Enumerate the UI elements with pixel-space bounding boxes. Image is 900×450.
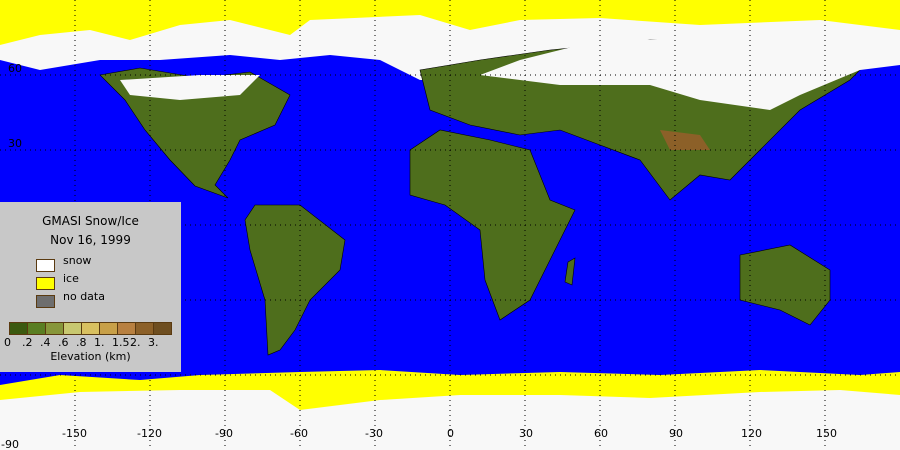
lon-label: -60 [290, 427, 308, 440]
colorbar-tick: 2. [130, 336, 141, 349]
colorbar-cell [118, 323, 136, 334]
colorbar-cell [100, 323, 118, 334]
colorbar-cell [64, 323, 82, 334]
elevation-colorbar [9, 322, 172, 335]
colorbar-ticks: 0 .2 .4 .6 .8 1. 1.5 2. 3. [4, 336, 166, 349]
colorbar-label: Elevation (km) [50, 350, 131, 363]
lon-label: 0 [447, 427, 454, 440]
colorbar-tick: 1. [94, 336, 105, 349]
no-data-swatch [36, 295, 55, 308]
lon-label: 90 [669, 427, 683, 440]
lon-label: -30 [365, 427, 383, 440]
lon-label: -150 [62, 427, 87, 440]
colorbar-tick: .2 [22, 336, 33, 349]
legend: GMASI Snow/Ice Nov 16, 1999 snow ice no … [0, 202, 181, 372]
lon-label: 60 [594, 427, 608, 440]
madagascar [564, 257, 576, 286]
colorbar-tick: 1.5 [112, 336, 130, 349]
lon-label: -90 [215, 427, 233, 440]
legend-date: Nov 16, 1999 [50, 233, 131, 247]
colorbar-cell [136, 323, 154, 334]
snow-swatch [36, 259, 55, 272]
canada-snow [120, 75, 260, 100]
colorbar-tick: 3. [148, 336, 159, 349]
ice-label: ice [63, 272, 79, 285]
colorbar-cell [82, 323, 100, 334]
lat-label-minus90: -90 [1, 438, 19, 450]
colorbar-cell [28, 323, 46, 334]
colorbar-cell [10, 323, 28, 334]
no-data-label: no data [63, 290, 105, 303]
colorbar-tick: .6 [58, 336, 69, 349]
lat-label-60: 60 [8, 62, 22, 75]
colorbar-tick: .4 [40, 336, 51, 349]
colorbar-tick: .8 [76, 336, 87, 349]
legend-title: GMASI Snow/Ice [42, 214, 139, 228]
lat-label-30: 30 [8, 137, 22, 150]
africa [409, 129, 576, 321]
lon-label: 150 [816, 427, 837, 440]
colorbar-cell [154, 323, 171, 334]
lon-label: 120 [741, 427, 762, 440]
colorbar-cell [46, 323, 64, 334]
colorbar-tick: 0 [4, 336, 11, 349]
snow-label: snow [63, 254, 92, 267]
tibet-plateau [660, 130, 710, 150]
ice-swatch [36, 277, 55, 290]
australia [739, 244, 831, 326]
lon-label: -120 [137, 427, 162, 440]
south-america [244, 204, 346, 356]
lon-label: 30 [519, 427, 533, 440]
